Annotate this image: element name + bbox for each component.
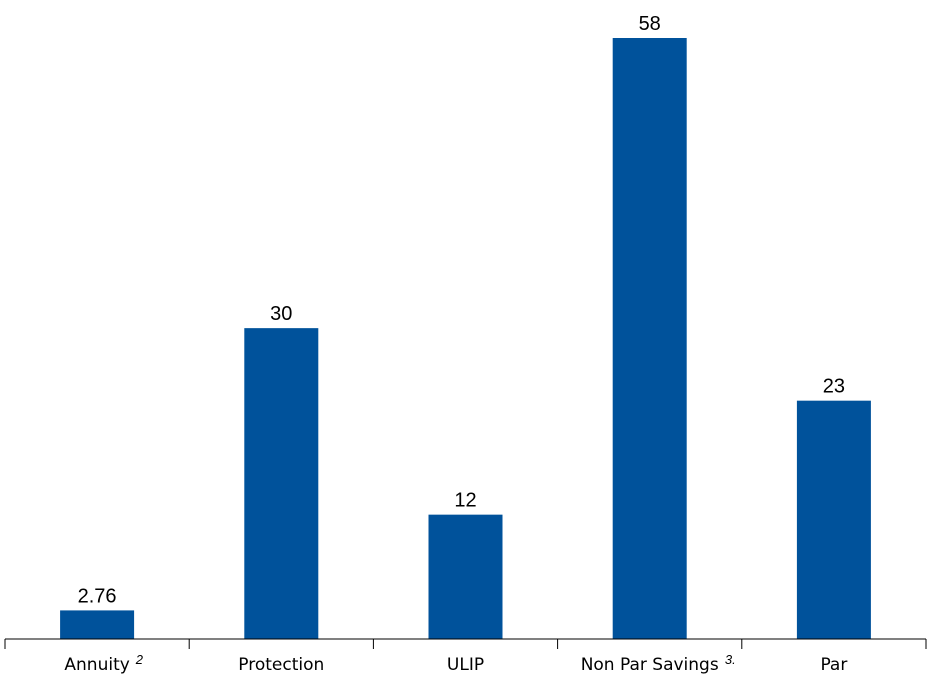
data-label: 12 bbox=[454, 490, 476, 512]
data-label: 30 bbox=[270, 303, 292, 325]
category-label: Protection bbox=[238, 655, 324, 675]
data-label: 2.76 bbox=[78, 585, 117, 607]
category-label: Par bbox=[820, 655, 847, 675]
data-label: 23 bbox=[823, 376, 845, 398]
bar-ulip bbox=[428, 514, 503, 639]
category-label: ULIP bbox=[447, 655, 484, 675]
bar-protection bbox=[244, 328, 319, 639]
value-labels-group: 2.76 30 12 58 23 bbox=[78, 13, 845, 607]
bars-group bbox=[60, 38, 871, 639]
category-label: Annuity bbox=[64, 655, 129, 675]
category-footnote: 3. bbox=[725, 652, 736, 667]
bar-par bbox=[796, 400, 871, 639]
bar-non-par-savings bbox=[612, 38, 687, 639]
category-labels-group: Annuity 2 Protection ULIP Non Par Savings 3. P… bbox=[64, 652, 847, 675]
bar-annuity bbox=[60, 610, 135, 639]
category-label: Non Par Savings bbox=[581, 655, 719, 675]
x-axis-ticks bbox=[4, 639, 927, 649]
category-footnote: 2 bbox=[135, 652, 144, 667]
data-label: 58 bbox=[639, 13, 661, 35]
